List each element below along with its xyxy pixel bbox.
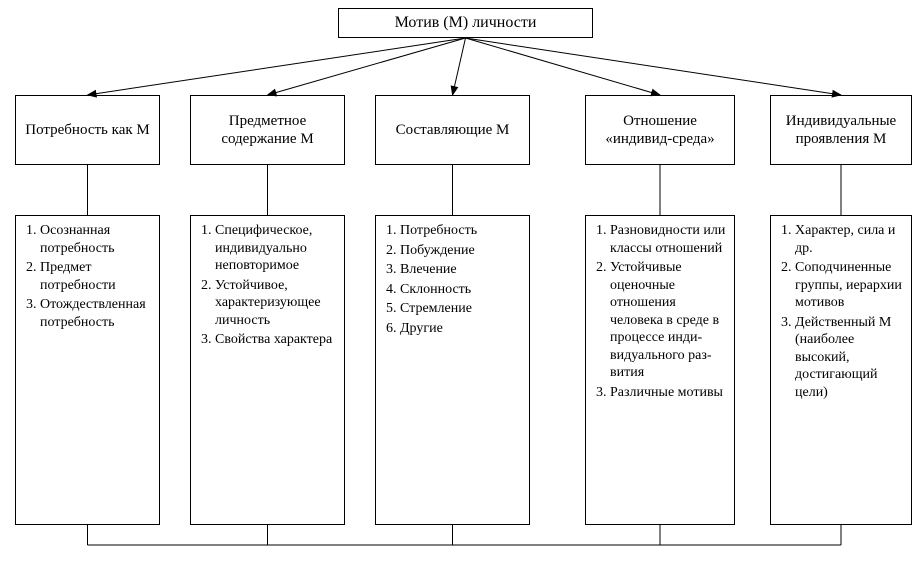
detail-item: Склонность xyxy=(400,281,523,299)
detail-item: Устойчивое, характери­зующее лич­ность xyxy=(215,277,338,330)
detail-list-4: Характер, сила и др.Соподчи­ненные групп… xyxy=(777,222,905,401)
detail-list-1: Специфиче­ское, инди­видуально неповтори… xyxy=(197,222,338,349)
mid-label-2: Составляющие М xyxy=(396,121,510,139)
detail-item: Другие xyxy=(400,320,523,338)
mid-node-4: Индивиду­альные про­явления М xyxy=(770,95,912,165)
detail-item: Соподчи­ненные группы, ие­рархии мо­тиво… xyxy=(795,259,905,312)
detail-item: Различные моти­вы xyxy=(610,384,728,402)
detail-item: Разновидности или классы отно­шений xyxy=(610,222,728,257)
mid-node-2: Составляющие М xyxy=(375,95,530,165)
mid-label-3: Отношение «индивид-среда» xyxy=(592,112,728,148)
mid-label-0: Потребность как М xyxy=(25,121,149,139)
detail-item: Устойчивые оценочные отношения человека … xyxy=(610,259,728,382)
detail-item: Осознанная потребность xyxy=(40,222,153,257)
detail-node-3: Разновидности или классы отно­шенийУстой… xyxy=(585,215,735,525)
detail-item: Предмет потребности xyxy=(40,259,153,294)
mid-label-4: Индивиду­альные про­явления М xyxy=(777,112,905,148)
detail-node-4: Характер, сила и др.Соподчи­ненные групп… xyxy=(770,215,912,525)
detail-item: Свойства ха­рактера xyxy=(215,331,338,349)
detail-node-0: Осознанная потребностьПредмет потребност… xyxy=(15,215,160,525)
root-label: Мотив (М) личности xyxy=(395,13,537,32)
detail-list-0: Осознанная потребностьПредмет потребност… xyxy=(22,222,153,331)
detail-item: Влечение xyxy=(400,261,523,279)
root-node: Мотив (М) личности xyxy=(338,8,593,38)
detail-item: Побуждение xyxy=(400,242,523,260)
detail-list-2: Потребность ПобуждениеВлечение СклонностьС… xyxy=(382,222,523,337)
detail-item: Специфиче­ское, инди­видуально неповтори… xyxy=(215,222,338,275)
mid-label-1: Предметное содержание М xyxy=(197,112,338,148)
detail-node-2: Потребность ПобуждениеВлечение СклонностьС… xyxy=(375,215,530,525)
mid-node-3: Отношение «индивид-среда» xyxy=(585,95,735,165)
mid-node-1: Предметное содержание М xyxy=(190,95,345,165)
detail-item: Характер, сила и др. xyxy=(795,222,905,257)
detail-node-1: Специфиче­ское, инди­видуально неповтори… xyxy=(190,215,345,525)
detail-item: Стремление xyxy=(400,300,523,318)
mid-node-0: Потребность как М xyxy=(15,95,160,165)
detail-item: Потребность xyxy=(400,222,523,240)
detail-list-3: Разновидности или классы отно­шенийУстой… xyxy=(592,222,728,401)
detail-item: Отождеств­ленная потребность xyxy=(40,296,153,331)
detail-item: Действен­ный М (наиболее высокий, достиг… xyxy=(795,314,905,402)
